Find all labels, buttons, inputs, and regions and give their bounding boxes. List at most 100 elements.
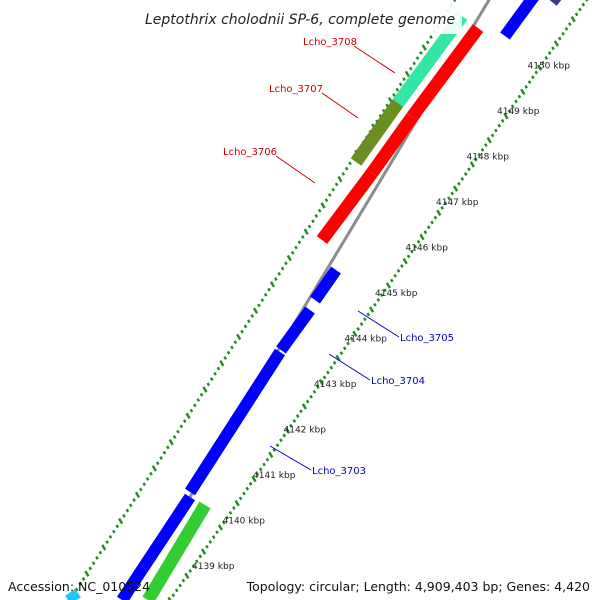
major-tick <box>419 233 425 241</box>
minor-tick <box>142 482 147 487</box>
minor-tick <box>159 456 163 460</box>
minor-tick <box>265 457 270 462</box>
minor-tick <box>392 93 396 97</box>
major-tick <box>537 64 543 71</box>
minor-tick <box>531 75 535 80</box>
minor-tick <box>527 80 532 85</box>
minor-tick <box>282 433 287 438</box>
minor-tick <box>561 31 565 36</box>
gene-label-lcho-3705: Lcho_3705 <box>400 333 454 344</box>
minor-tick <box>497 123 502 128</box>
minor-tick <box>490 133 495 138</box>
minor-tick <box>88 566 93 571</box>
minor-tick <box>179 424 184 429</box>
minor-tick <box>510 104 515 109</box>
minor-tick <box>145 477 150 481</box>
minor-tick <box>514 99 518 104</box>
minor-tick <box>213 371 217 376</box>
minor-tick <box>245 486 250 491</box>
minor-tick <box>247 319 251 324</box>
title-backdrop <box>140 4 462 34</box>
major-tick <box>436 209 442 216</box>
minor-tick <box>225 515 229 520</box>
major-tick <box>202 386 208 393</box>
minor-tick <box>339 351 344 356</box>
gene-leader-line <box>357 310 400 338</box>
major-tick <box>269 281 276 288</box>
cds-red-4 <box>432 24 484 86</box>
minor-tick <box>413 244 418 249</box>
minor-tick <box>314 214 319 218</box>
feature-navy <box>549 0 562 6</box>
minor-tick <box>223 356 228 360</box>
minor-tick <box>463 172 468 176</box>
minor-tick <box>443 201 448 206</box>
gene-features <box>65 0 562 600</box>
kbp-label: 4148 kbp <box>467 153 510 163</box>
major-tick <box>134 491 141 498</box>
minor-tick <box>349 336 354 341</box>
minor-tick <box>206 382 211 387</box>
minor-tick <box>500 118 505 123</box>
minor-tick <box>257 303 261 308</box>
minor-tick <box>312 389 317 394</box>
minor-tick <box>415 56 420 61</box>
minor-tick <box>398 82 403 87</box>
minor-tick <box>484 143 488 147</box>
minor-tick <box>324 198 329 203</box>
minor-tick <box>297 240 302 245</box>
major-tick <box>469 161 475 168</box>
gene-label-lcho-3703: Lcho_3703 <box>312 466 366 477</box>
minor-tick <box>316 385 320 389</box>
minor-tick <box>299 409 303 414</box>
minor-tick <box>300 235 305 239</box>
minor-tick <box>108 534 113 539</box>
minor-tick <box>255 472 260 477</box>
minor-tick <box>467 167 471 172</box>
minor-tick <box>155 461 160 466</box>
inner-tick-ring <box>167 0 589 600</box>
minor-tick <box>547 51 552 55</box>
minor-tick <box>292 419 297 423</box>
minor-tick <box>172 435 177 439</box>
minor-tick <box>193 403 197 408</box>
major-tick <box>252 307 259 314</box>
kbp-label: 4145 kbp <box>375 289 418 299</box>
minor-tick <box>166 445 170 450</box>
minor-tick <box>78 582 82 587</box>
minor-tick <box>228 510 233 515</box>
minor-tick <box>267 287 271 292</box>
minor-tick <box>317 208 322 213</box>
minor-tick <box>329 365 334 370</box>
gene-label-lcho-3706: Lcho_3706 <box>223 147 277 158</box>
feature-cyan <box>65 588 81 600</box>
minor-tick <box>395 87 400 92</box>
major-tick <box>570 16 576 23</box>
minor-tick <box>240 329 244 334</box>
minor-tick <box>81 577 86 581</box>
feature-lcho-3707 <box>350 99 404 166</box>
minor-tick <box>178 583 182 588</box>
minor-tick <box>238 496 243 501</box>
feature-green <box>142 501 211 600</box>
major-tick <box>301 403 307 410</box>
minor-tick <box>346 341 350 346</box>
minor-tick <box>383 288 387 293</box>
minor-tick <box>348 161 352 166</box>
minor-tick <box>342 346 347 351</box>
gene-labels: Lcho_3708 Lcho_3707 Lcho_3706 Lcho_3705 Lcho… <box>223 37 454 477</box>
minor-tick <box>447 196 451 201</box>
gene-label-lcho-3707: Lcho_3707 <box>269 84 323 95</box>
minor-tick <box>423 230 428 235</box>
minor-tick <box>188 569 192 573</box>
minor-tick <box>174 588 179 593</box>
minor-tick <box>457 181 461 186</box>
minor-tick <box>356 327 360 331</box>
outer-tick-ring <box>67 0 457 600</box>
minor-tick <box>189 408 194 413</box>
minor-tick <box>341 171 346 176</box>
gene-leader-line <box>275 155 316 184</box>
gene-leader-line <box>328 353 371 381</box>
gene-leader-line <box>321 92 359 119</box>
